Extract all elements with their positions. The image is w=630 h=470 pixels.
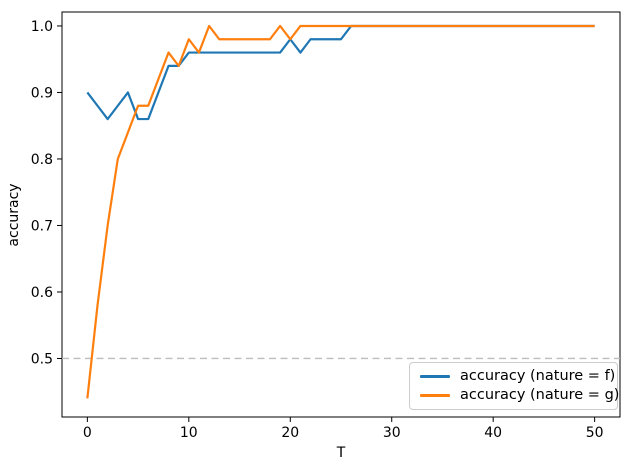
x-tick-label: 0 xyxy=(83,425,92,441)
axis-ticks: 0 10 20 30 40 50 0.5 0.6 0.7 0.8 0.9 1.0 xyxy=(31,19,604,441)
legend-item-g: accuracy (nature = g) xyxy=(420,388,619,403)
x-tick-label: 30 xyxy=(383,425,401,441)
y-axis-label: accuracy xyxy=(6,183,22,246)
y-tick-label: 1.0 xyxy=(31,19,53,35)
y-tick-label: 0.6 xyxy=(31,285,53,301)
y-tick-label: 0.9 xyxy=(31,85,53,101)
x-axis-label: T xyxy=(336,445,346,461)
series-line-f xyxy=(86,24,595,121)
legend-label-g: accuracy (nature = g) xyxy=(460,387,620,404)
series-line-g xyxy=(86,24,595,399)
x-tick-label: 50 xyxy=(586,425,604,441)
x-tick-label: 10 xyxy=(180,425,198,441)
legend-swatch-blue-line xyxy=(420,375,450,379)
legend-label-f: accuracy (nature = f) xyxy=(460,368,616,385)
axes-frame xyxy=(61,11,621,418)
data-lines xyxy=(62,24,620,399)
legend: accuracy (nature = f) accuracy (nature =… xyxy=(409,362,619,410)
x-tick-label: 20 xyxy=(281,425,299,441)
legend-swatch-orange-line xyxy=(420,393,450,397)
y-tick-label: 0.7 xyxy=(31,218,53,234)
y-tick-label: 0.8 xyxy=(31,152,53,168)
y-tick-label: 0.5 xyxy=(31,351,53,367)
legend-item-f: accuracy (nature = f) xyxy=(420,369,615,384)
x-tick-label: 40 xyxy=(484,425,502,441)
